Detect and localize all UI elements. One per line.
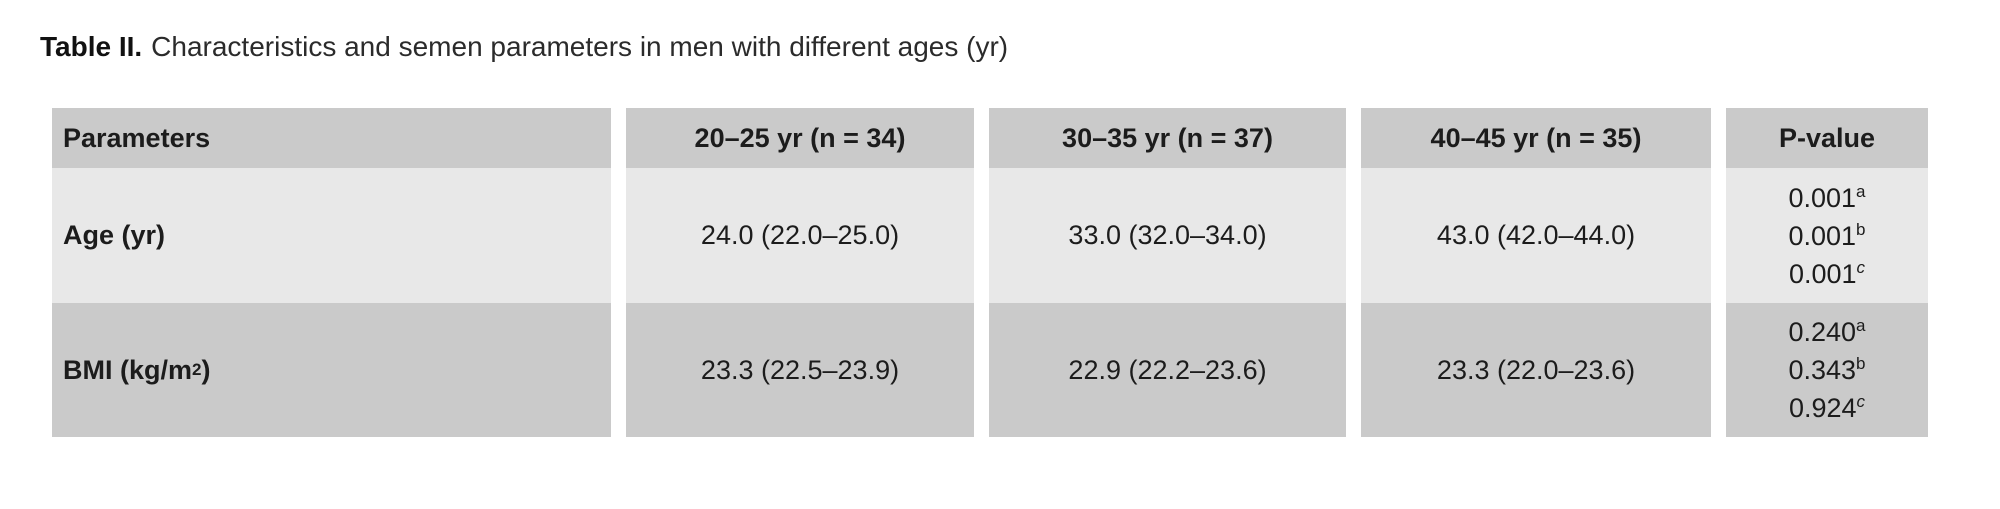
column-header-parameters: Parameters (52, 108, 611, 168)
p-value-number: 0.343 (1788, 355, 1857, 385)
column-header-age-30-35: 30–35 yr (n = 37) (989, 108, 1346, 168)
p-value-superscript-b: b (1856, 219, 1866, 239)
p-value-superscript-c: c (1856, 257, 1866, 277)
age-p-values: 0.001a 0.001b 0.001c (1726, 168, 1928, 303)
bmi-value-30-35: 22.9 (22.2–23.6) (989, 303, 1346, 437)
p-value-line: 0.001a (1788, 179, 1865, 217)
age-value-30-35: 33.0 (32.0–34.0) (989, 168, 1346, 303)
p-value-line: 0.240a (1788, 313, 1865, 351)
p-value-superscript-c: c (1856, 392, 1866, 411)
p-value-superscript-b: b (1856, 354, 1866, 373)
p-value-number: 0.240 (1788, 317, 1857, 347)
p-value-superscript-a: a (1856, 181, 1866, 201)
p-value-number: 0.924 (1788, 393, 1857, 423)
parameter-text: BMI (kg/m (63, 354, 193, 385)
p-value-number: 0.001 (1788, 220, 1857, 251)
table-title: Table II. Characteristics and semen param… (40, 30, 2000, 64)
p-value-line: 0.343b (1788, 351, 1865, 389)
row-age-parameter-label: Age (yr) (52, 168, 611, 303)
bmi-value-40-45: 23.3 (22.0–23.6) (1361, 303, 1711, 437)
parameter-suffix: ) (201, 354, 211, 385)
p-value-line: 0.001c (1789, 255, 1865, 293)
bmi-p-values: 0.240a 0.343b 0.924c (1726, 303, 1928, 437)
p-value-number: 0.001 (1788, 258, 1857, 289)
bmi-value-20-25: 23.3 (22.5–23.9) (626, 303, 974, 437)
column-header-p-value: P-value (1726, 108, 1928, 168)
p-value-number: 0.001 (1788, 182, 1857, 213)
p-value-line: 0.001b (1788, 217, 1865, 255)
table-caption: Characteristics and semen parameters in … (151, 31, 1009, 62)
table-number: Table II. (40, 31, 143, 62)
p-value-line: 0.924c (1789, 389, 1865, 427)
p-value-superscript-a: a (1856, 316, 1866, 335)
column-header-age-40-45: 40–45 yr (n = 35) (1361, 108, 1711, 168)
column-header-age-20-25: 20–25 yr (n = 34) (626, 108, 974, 168)
row-bmi-parameter-label: BMI (kg/m 2) (52, 303, 611, 437)
age-value-40-45: 43.0 (42.0–44.0) (1361, 168, 1711, 303)
parameter-text: Age (yr) (63, 220, 166, 250)
page: Table II. Characteristics and semen param… (40, 30, 2000, 437)
age-value-20-25: 24.0 (22.0–25.0) (626, 168, 974, 303)
characteristics-table: Parameters 20–25 yr (n = 34) 30–35 yr (n… (52, 108, 2000, 437)
